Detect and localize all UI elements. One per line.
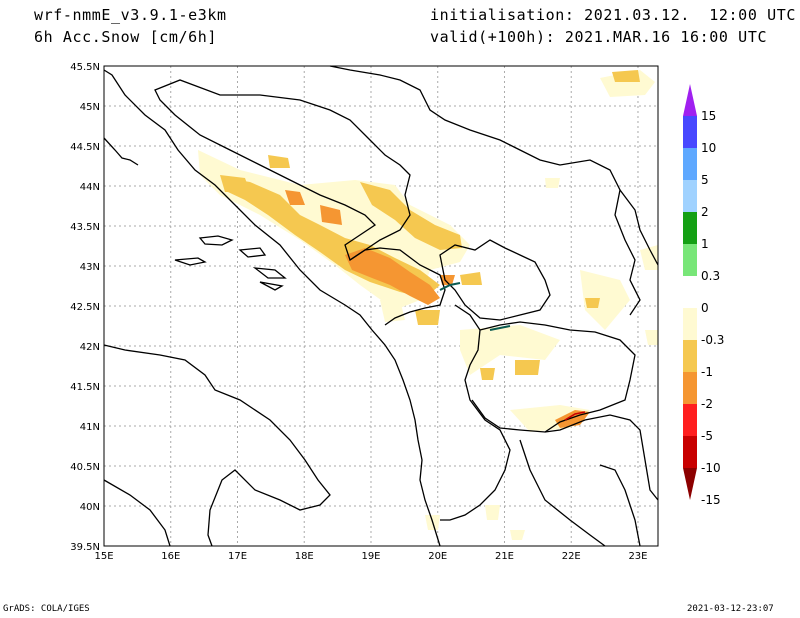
- island-5: [259, 281, 284, 291]
- greece-south: [519, 439, 606, 547]
- boundaries: [103, 65, 659, 547]
- colorbar-label: -5: [701, 429, 713, 443]
- italy-heel: [103, 479, 171, 547]
- green-contour: [439, 282, 511, 331]
- colorbar-bottom-arrow: [683, 468, 697, 500]
- italy-coast: [103, 344, 331, 547]
- thessaloniki-coast: [599, 464, 641, 547]
- colorbar: 15 10 5 2 1 0.3 0 -0.3 -1 -2 -5 -10 -15: [683, 84, 724, 507]
- colorbar-label: 15: [701, 109, 716, 123]
- plot-frame: [103, 65, 659, 547]
- colorbar-swatch: [683, 340, 697, 372]
- lat-axis: 45.5N 45N 44.5N 44N 43.5N 43N 42.5N 42N 41.5N 41N…: [70, 62, 100, 553]
- lat-tick-label: 41.5N: [70, 382, 100, 393]
- colorbar-label: 2: [701, 205, 709, 219]
- colorbar-label: 10: [701, 141, 716, 155]
- lat-tick-label: 40N: [80, 502, 100, 513]
- colorbar-swatch: [683, 244, 697, 276]
- greece: [544, 414, 659, 501]
- lat-tick-label: 45N: [80, 102, 100, 113]
- lon-tick-label: 20E: [428, 551, 447, 562]
- lat-tick-label: 45.5N: [70, 62, 100, 73]
- lon-tick-label: 21E: [495, 551, 514, 562]
- island-2: [174, 257, 207, 266]
- lat-tick-label: 40.5N: [70, 462, 100, 473]
- colorbar-label: -1: [701, 365, 713, 379]
- lon-tick-label: 15E: [94, 551, 113, 562]
- colorbar-swatch: [683, 308, 697, 340]
- colorbar-label: -2: [701, 397, 713, 411]
- island-1: [198, 235, 234, 246]
- colorbar-top-arrow: [683, 84, 697, 116]
- lat-tick-label: 44.5N: [70, 142, 100, 153]
- colorbar-swatch: [683, 404, 697, 436]
- valid-time: valid(+100h): 2021.MAR.16 16:00 UTC: [430, 28, 768, 46]
- lon-tick-label: 18E: [295, 551, 314, 562]
- footer-credit: GrADS: COLA/IGES: [3, 604, 90, 614]
- lon-tick-label: 19E: [361, 551, 380, 562]
- albania-east: [440, 304, 511, 521]
- island-3: [238, 247, 267, 258]
- lat-tick-label: 44N: [80, 182, 100, 193]
- lat-tick-label: 42.5N: [70, 302, 100, 313]
- lat-tick-label: 42N: [80, 342, 100, 353]
- init-time: initialisation: 2021.03.12. 12:00 UTC: [430, 6, 796, 24]
- montenegro: [349, 247, 446, 326]
- island-4: [252, 267, 287, 279]
- lat-tick-label: 41N: [80, 422, 100, 433]
- colorbar-label: -0.3: [701, 333, 724, 347]
- serbia-north: [329, 65, 641, 316]
- colorbar-swatch: [683, 148, 697, 180]
- kosovo: [439, 239, 551, 321]
- colorbar-label: -15: [701, 493, 721, 507]
- macedonia: [471, 321, 636, 433]
- lon-tick-label: 22E: [562, 551, 581, 562]
- red-contour: [564, 411, 586, 421]
- model-title: wrf-nmmE_v3.9.1-e3km: [34, 6, 227, 24]
- colorbar-swatch: [683, 212, 697, 244]
- lon-tick-label: 23E: [628, 551, 647, 562]
- lat-tick-label: 39.5N: [70, 542, 100, 553]
- field-title: 6h Acc.Snow [cm/6h]: [34, 28, 217, 46]
- lat-tick-label: 43.5N: [70, 222, 100, 233]
- lon-tick-label: 16E: [161, 551, 180, 562]
- istria: [103, 137, 139, 166]
- colorbar-label: -10: [701, 461, 721, 475]
- colorbar-label: 0: [701, 301, 709, 315]
- colorbar-swatch: [683, 372, 697, 404]
- colorbar-swatch: [683, 180, 697, 212]
- lon-tick-label: 17E: [228, 551, 247, 562]
- lat-tick-label: 43N: [80, 262, 100, 273]
- colorbar-swatch: [683, 276, 697, 308]
- colorbar-swatch: [683, 436, 697, 468]
- bulgaria: [619, 189, 659, 266]
- colorbar-label: 0.3: [701, 269, 720, 283]
- colorbar-label: 1: [701, 237, 709, 251]
- colorbar-swatch: [683, 116, 697, 148]
- footer-timestamp: 2021-03-12-23:07: [687, 604, 774, 614]
- lon-axis: 15E 16E 17E 18E 19E 20E 21E 22E 23E: [94, 551, 647, 562]
- colorbar-label: 5: [701, 173, 709, 187]
- snow-field: [198, 70, 658, 540]
- bosnia-border: [154, 79, 411, 262]
- adriatic-coast: [103, 69, 441, 547]
